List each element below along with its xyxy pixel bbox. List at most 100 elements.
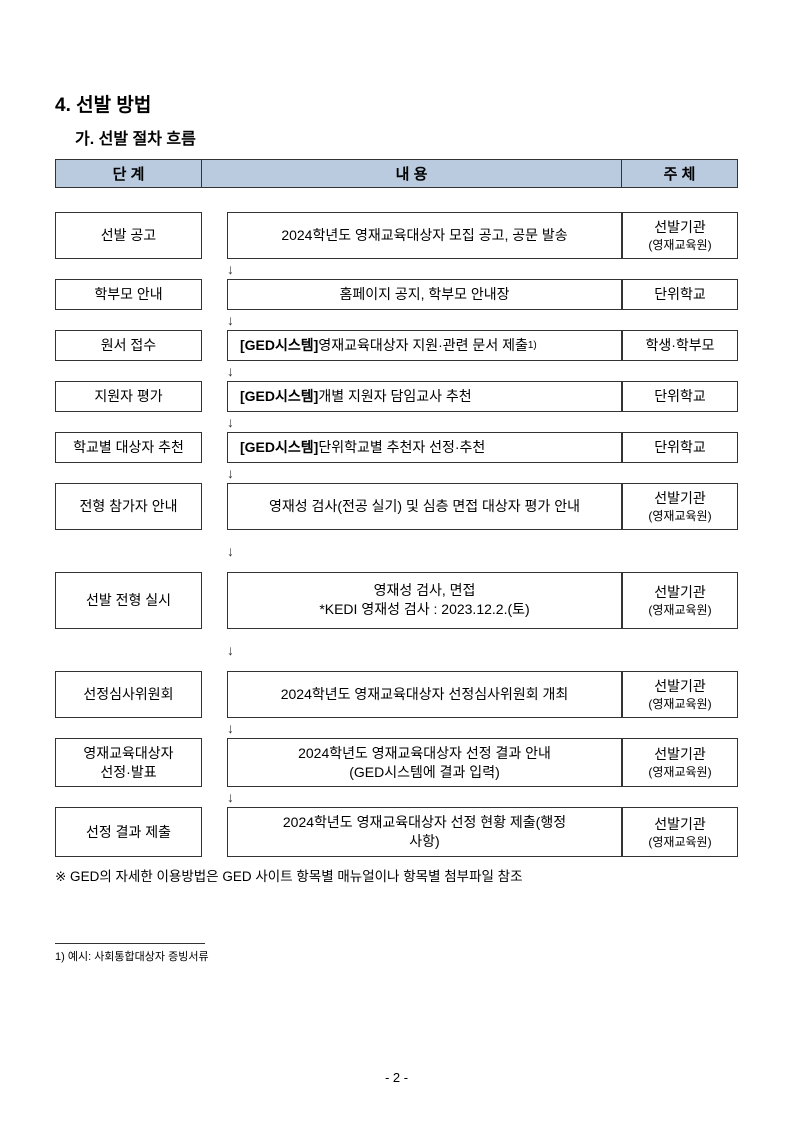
content-cell: 영재성 검사, 면접 *KEDI 영재성 검사 : 2023.12.2.(토)	[227, 572, 622, 629]
content-cell: 2024학년도 영재교육대상자 선정 결과 안내 (GED시스템에 결과 입력)	[227, 738, 622, 788]
flow-row: 지원자 평가 [GED시스템] 개별 지원자 담임교사 추천 단위학교	[55, 381, 738, 412]
gap	[202, 483, 227, 530]
gap	[202, 330, 227, 361]
arrow-icon: ↓	[55, 530, 738, 572]
subject-text: 선발기관	[654, 489, 706, 508]
subject-sub: (영재교육원)	[648, 602, 711, 618]
subject-sub: (영재교육원)	[648, 764, 711, 780]
subject-text: 단위학교	[654, 438, 706, 457]
footnote-ref: 1)	[528, 339, 537, 353]
table-header-row: 단 계 내 용 주 체	[55, 159, 738, 188]
header-subject: 주 체	[622, 159, 738, 188]
content-line2: (GED시스템에 결과 입력)	[349, 763, 499, 782]
gap	[202, 212, 227, 259]
stage-cell: 학교별 대상자 추천	[55, 432, 202, 463]
stage-line1: 영재교육대상자	[83, 744, 173, 763]
content-line1: 2024학년도 영재교육대상자 선정 결과 안내	[298, 744, 551, 763]
header-content: 내 용	[202, 159, 622, 188]
gap	[202, 279, 227, 310]
subject-cell: 선발기관 (영재교육원)	[622, 738, 738, 788]
arrow-icon: ↓	[55, 361, 738, 381]
subject-sub: (영재교육원)	[648, 237, 711, 253]
stage-cell: 영재교육대상자 선정·발표	[55, 738, 202, 788]
content-prefix: [GED시스템]	[240, 336, 318, 355]
page-number: - 2 -	[0, 1070, 793, 1085]
flow-row: 선정심사위원회 2024학년도 영재교육대상자 선정심사위원회 개최 선발기관 …	[55, 671, 738, 718]
subject-text: 선발기관	[654, 677, 706, 696]
subject-text: 단위학교	[654, 285, 706, 304]
flow-row: 선발 공고 2024학년도 영재교육대상자 모집 공고, 공문 발송 선발기관 …	[55, 212, 738, 259]
stage-cell: 학부모 안내	[55, 279, 202, 310]
flow-row: 영재교육대상자 선정·발표 2024학년도 영재교육대상자 선정 결과 안내 (…	[55, 738, 738, 788]
flow-row: 선정 결과 제출 2024학년도 영재교육대상자 선정 현황 제출(행정 사항)…	[55, 807, 738, 857]
subject-text: 선발기관	[654, 815, 706, 834]
subject-cell: 선발기관 (영재교육원)	[622, 807, 738, 857]
flow-row: 학부모 안내 홈페이지 공지, 학부모 안내장 단위학교	[55, 279, 738, 310]
stage-cell: 원서 접수	[55, 330, 202, 361]
flow-row: 원서 접수 [GED시스템] 영재교육대상자 지원·관련 문서 제출 1) 학생…	[55, 330, 738, 361]
subject-text: 학생·학부모	[645, 336, 714, 355]
sub-label: 가.	[75, 131, 94, 148]
section-title: 4. 선발 방법	[55, 90, 738, 117]
sub-title: 가. 선발 절차 흐름	[75, 125, 738, 149]
arrow-icon: ↓	[55, 718, 738, 738]
subject-sub: (영재교육원)	[648, 834, 711, 850]
gap	[202, 572, 227, 629]
note-text: ※ GED의 자세한 이용방법은 GED 사이트 항목별 매뉴얼이나 항목별 첨…	[55, 865, 738, 885]
subject-cell: 선발기관 (영재교육원)	[622, 483, 738, 530]
subject-text: 단위학교	[654, 387, 706, 406]
content-cell: 2024학년도 영재교육대상자 선정심사위원회 개최	[227, 671, 622, 718]
content-cell: 2024학년도 영재교육대상자 선정 현황 제출(행정 사항)	[227, 807, 622, 857]
subject-cell: 학생·학부모	[622, 330, 738, 361]
content-line2: 사항)	[409, 832, 439, 851]
content-line2: *KEDI 영재성 검사 : 2023.12.2.(토)	[319, 600, 529, 619]
spacer	[55, 188, 738, 212]
arrow-icon: ↓	[55, 259, 738, 279]
gap	[202, 381, 227, 412]
gap	[202, 432, 227, 463]
subject-sub: (영재교육원)	[648, 696, 711, 712]
content-line1: 영재성 검사, 면접	[374, 581, 476, 600]
flow-row: 선발 전형 실시 영재성 검사, 면접 *KEDI 영재성 검사 : 2023.…	[55, 572, 738, 629]
content-cell: [GED시스템] 영재교육대상자 지원·관련 문서 제출 1)	[227, 330, 622, 361]
subject-cell: 단위학교	[622, 279, 738, 310]
subject-text: 선발기관	[654, 583, 706, 602]
content-prefix: [GED시스템]	[240, 438, 318, 457]
stage-line2: 선정·발표	[100, 763, 156, 782]
footnote-text: 1) 예시: 사회통합대상자 증빙서류	[55, 948, 738, 964]
stage-cell: 지원자 평가	[55, 381, 202, 412]
subject-text: 선발기관	[654, 218, 706, 237]
stage-cell: 선발 전형 실시	[55, 572, 202, 629]
arrow-icon: ↓	[55, 629, 738, 671]
section-title-text: 선발 방법	[76, 95, 151, 116]
content-cell: [GED시스템] 개별 지원자 담임교사 추천	[227, 381, 622, 412]
stage-cell: 선정 결과 제출	[55, 807, 202, 857]
arrow-icon: ↓	[55, 463, 738, 483]
content-cell: 영재성 검사(전공 실기) 및 심층 면접 대상자 평가 안내	[227, 483, 622, 530]
sub-title-text: 선발 절차 흐름	[99, 131, 196, 148]
section-number: 4.	[55, 95, 71, 116]
content-text: 단위학교별 추천자 선정·추천	[318, 438, 485, 457]
gap	[202, 738, 227, 788]
subject-text: 선발기관	[654, 745, 706, 764]
subject-cell: 선발기관 (영재교육원)	[622, 671, 738, 718]
stage-cell: 선발 공고	[55, 212, 202, 259]
arrow-icon: ↓	[55, 412, 738, 432]
content-text: 영재교육대상자 지원·관련 문서 제출	[318, 336, 528, 355]
stage-cell: 전형 참가자 안내	[55, 483, 202, 530]
flow-row: 전형 참가자 안내 영재성 검사(전공 실기) 및 심층 면접 대상자 평가 안…	[55, 483, 738, 530]
content-text: 개별 지원자 담임교사 추천	[318, 387, 471, 406]
subject-cell: 단위학교	[622, 432, 738, 463]
gap	[202, 807, 227, 857]
subject-cell: 선발기관 (영재교육원)	[622, 212, 738, 259]
header-stage: 단 계	[55, 159, 202, 188]
subject-cell: 선발기관 (영재교육원)	[622, 572, 738, 629]
content-cell: 홈페이지 공지, 학부모 안내장	[227, 279, 622, 310]
content-cell: 2024학년도 영재교육대상자 모집 공고, 공문 발송	[227, 212, 622, 259]
subject-cell: 단위학교	[622, 381, 738, 412]
gap	[202, 671, 227, 718]
arrow-icon: ↓	[55, 310, 738, 330]
flow-row: 학교별 대상자 추천 [GED시스템] 단위학교별 추천자 선정·추천 단위학교	[55, 432, 738, 463]
content-prefix: [GED시스템]	[240, 387, 318, 406]
content-line1: 2024학년도 영재교육대상자 선정 현황 제출(행정	[283, 813, 566, 832]
